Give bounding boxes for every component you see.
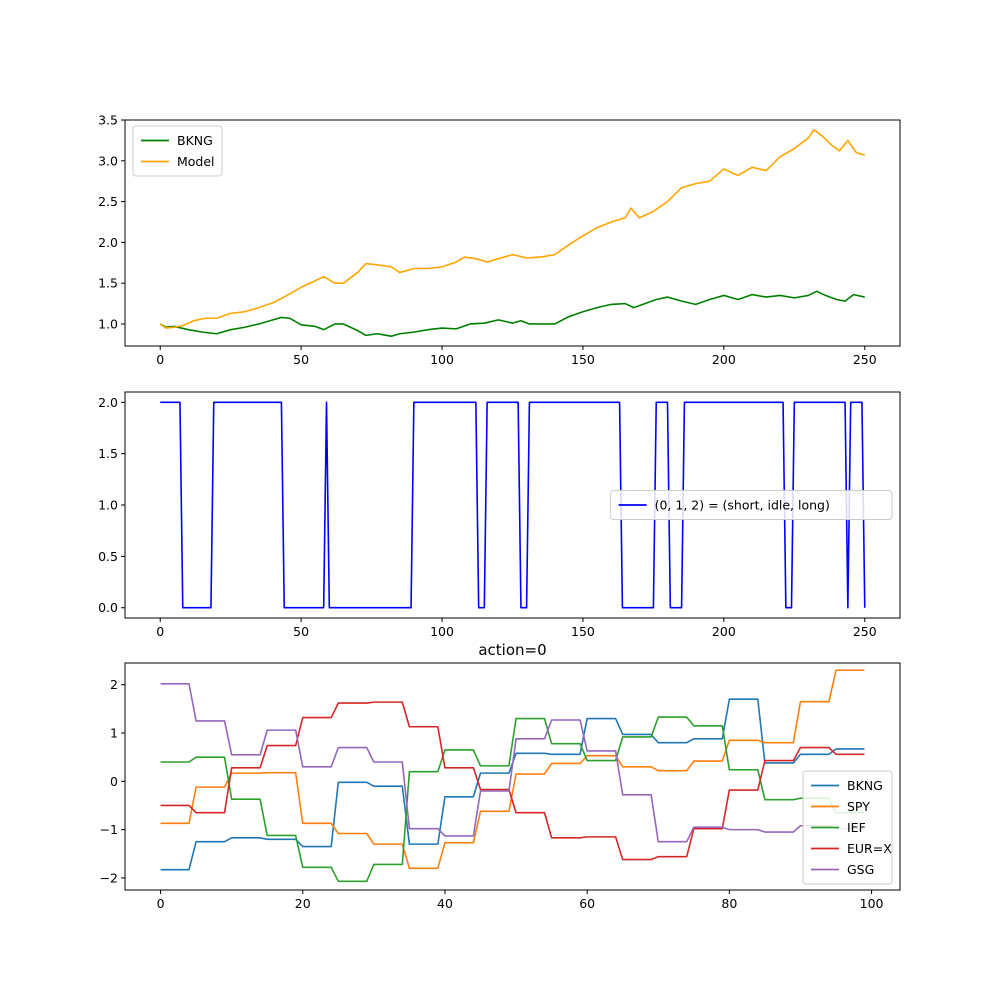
y-tick-label: 1 xyxy=(110,726,118,741)
legend-label: BKNG xyxy=(847,778,883,793)
y-tick-label: 3.5 xyxy=(98,113,118,128)
axes-frame xyxy=(124,662,901,891)
y-tick-label: 2.0 xyxy=(98,235,118,250)
y-tick-label: 1.5 xyxy=(98,446,118,461)
series-line-ief xyxy=(160,716,865,883)
chart-middle-actions: 0 50 100 150 200 250 0.0 0.5 1.0 1.5 2.0 (0, 1, 2) … xyxy=(98,391,901,639)
axes-frame xyxy=(124,119,901,347)
chart-title: action=0 xyxy=(478,641,546,659)
y-tick-label: 2.0 xyxy=(98,395,118,410)
legend-label: Model xyxy=(177,154,215,169)
x-tick-label: 250 xyxy=(853,352,877,367)
y-tick-label: −2 xyxy=(100,870,118,885)
legend: BKNG Model xyxy=(132,125,223,177)
y-tick-label: 0 xyxy=(110,774,118,789)
x-tick-label: 0 xyxy=(156,624,164,639)
series-line--0-1-2-short-idle-long- xyxy=(160,401,866,609)
y-tick-label: 2 xyxy=(110,677,118,692)
x-tick-label: 100 xyxy=(430,624,454,639)
x-tick-label: 100 xyxy=(860,896,884,911)
x-tick-label: 150 xyxy=(571,352,595,367)
legend-label: (0, 1, 2) = (short, idle, long) xyxy=(655,498,830,513)
legend-box xyxy=(132,125,223,177)
legend-label: EUR=X xyxy=(847,841,892,856)
y-tick-label: 0.0 xyxy=(98,600,118,615)
legend-label: IEF xyxy=(847,820,866,835)
y-tick-label: 3.0 xyxy=(98,153,118,168)
y-tick-label: 1.5 xyxy=(98,276,118,291)
x-tick-label: 200 xyxy=(712,352,736,367)
legend-label: BKNG xyxy=(177,133,213,148)
series-line-model xyxy=(159,128,865,329)
chart-bottom-features: 0 20 40 60 80 100 −2 −1 0 1 2 action=0 BKNG SPY IEF EUR… xyxy=(100,641,901,911)
x-tick-label: 250 xyxy=(853,624,877,639)
x-tick-label: 60 xyxy=(579,896,595,911)
y-tick-label: 1.0 xyxy=(98,498,118,513)
y-tick-label: −1 xyxy=(100,822,118,837)
chart-top-bkng-vs-model: 0 50 100 150 200 250 1.0 1.5 2.0 2.5 3.0 3.5 BKNG Mod… xyxy=(98,113,901,367)
series-line-gsg xyxy=(160,682,865,843)
x-tick-label: 150 xyxy=(571,624,595,639)
x-tick-label: 50 xyxy=(293,624,309,639)
x-tick-label: 0 xyxy=(156,352,164,367)
x-tick-label: 200 xyxy=(712,624,736,639)
y-tick-label: 2.5 xyxy=(98,194,118,209)
series-line-spy xyxy=(160,669,865,870)
x-tick-label: 80 xyxy=(721,896,737,911)
legend: BKNG SPY IEF EUR=X GSG xyxy=(802,770,893,885)
legend-label: SPY xyxy=(847,799,870,814)
x-tick-label: 40 xyxy=(437,896,453,911)
x-tick-label: 20 xyxy=(295,896,311,911)
legend: (0, 1, 2) = (short, idle, long) xyxy=(610,490,893,520)
x-tick-label: 50 xyxy=(293,352,309,367)
legend-box xyxy=(610,490,893,520)
series-line-eur-x xyxy=(160,701,865,861)
series-line-bkng xyxy=(159,290,865,338)
x-tick-label: 0 xyxy=(157,896,165,911)
y-tick-label: 1.0 xyxy=(98,316,118,331)
legend-box xyxy=(802,770,893,885)
legend-label: GSG xyxy=(847,862,874,877)
y-tick-label: 0.5 xyxy=(98,549,118,564)
x-tick-label: 100 xyxy=(430,352,454,367)
